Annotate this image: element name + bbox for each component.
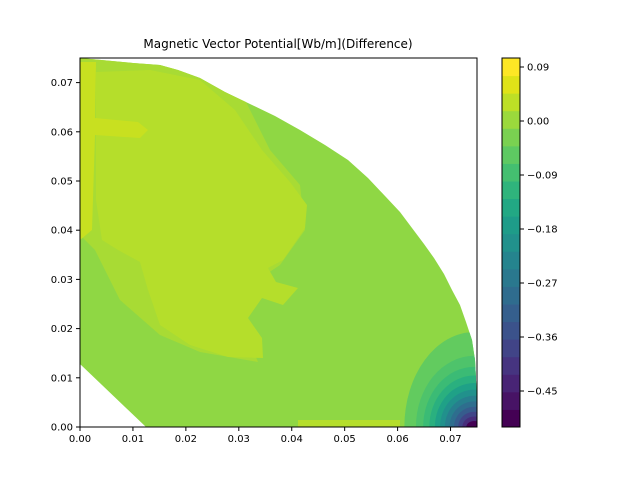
colorbar-band [502,233,520,252]
x-tick-label: 0.05 [334,434,356,445]
y-tick-label: 0.07 [51,78,73,89]
colorbar-band [502,251,520,270]
colorbar-band [502,93,520,112]
x-axis: 0.00 0.01 0.02 0.03 0.04 0.05 0.06 0.07 [69,427,462,445]
colorbar-band [502,145,520,164]
x-tick-label: 0.00 [69,434,91,445]
x-tick-label: 0.03 [228,434,250,445]
colorbar-band [502,110,520,129]
colorbar-tick-label: 0.09 [527,63,549,74]
colorbar-band [502,181,520,200]
y-tick-label: 0.02 [51,324,73,335]
colorbar-band [502,216,520,235]
x-tick-label: 0.04 [281,434,303,445]
region-inner-lobe [96,70,307,358]
colorbar-band [502,409,520,428]
colorbar-band [502,268,520,287]
y-tick-label: 0.05 [51,177,73,188]
y-axis: 0.00 0.01 0.02 0.03 0.04 0.05 0.06 0.07 [51,78,80,434]
chart-title: Magnetic Vector Potential[Wb/m](Differen… [143,37,412,51]
colorbar-band [502,304,520,323]
colorbar-band [502,286,520,305]
y-tick-label: 0.00 [51,423,73,434]
colorbar-band [502,58,520,77]
region-left-edge-strip [80,62,148,240]
colorbar-band [502,128,520,147]
x-tick-label: 0.01 [122,434,144,445]
y-tick-label: 0.03 [51,275,73,286]
y-tick-label: 0.04 [51,226,73,237]
colorbar-tick-label: −0.27 [527,279,558,290]
x-tick-label: 0.06 [386,434,408,445]
colorbar-tick-label: −0.45 [527,387,558,398]
colorbar: 0.09 0.00 −0.09 −0.18 −0.27 −0.36 −0.45 [501,57,558,428]
colorbar-tick-label: −0.18 [527,225,558,236]
contour-level-10 [462,416,477,427]
colorbar-tick-label: −0.09 [527,171,558,182]
colorbar-band [502,198,520,217]
colorbar-tick-label: 0.00 [527,117,549,128]
colorbar-band [502,163,520,182]
contour-level-11 [466,421,477,427]
plot-frame [79,57,478,428]
colorbar-band [502,391,520,410]
colorbar-band [502,75,520,94]
region-bottom-strip [298,420,400,427]
x-tick-label: 0.07 [439,434,461,445]
x-tick-label: 0.02 [175,434,197,445]
colorbar-band [502,339,520,358]
colorbar-band [502,374,520,393]
colorbar-band [502,321,520,340]
colorbar-frame [501,57,521,428]
plot-area [80,58,477,427]
y-tick-label: 0.06 [51,127,73,138]
colorbar-band [502,356,520,375]
colorbar-tick-label: −0.36 [527,333,558,344]
y-tick-label: 0.01 [51,373,73,384]
